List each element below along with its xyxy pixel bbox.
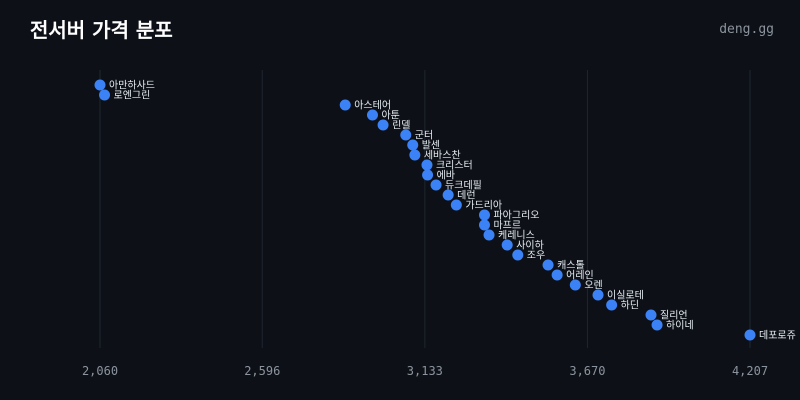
- point-label: 세바스찬: [424, 150, 461, 162]
- point-label: 어레인: [566, 270, 594, 282]
- point-label: 아만하사드: [109, 79, 155, 92]
- point-label: 군터: [415, 130, 433, 142]
- point-label: 캐스톨: [557, 260, 585, 272]
- data-point[interactable]: [592, 289, 604, 301]
- data-point[interactable]: [512, 249, 524, 261]
- data-point[interactable]: [551, 269, 563, 281]
- point-label: 에바: [437, 170, 455, 182]
- data-point[interactable]: [450, 199, 462, 211]
- x-tick-label: 4,207: [732, 364, 768, 378]
- point-labels: 아만하사드로엔그린아스테어아툰린델군터발센세바스찬크리스터에바듀크데필데런가드리…: [109, 79, 796, 342]
- point-label: 질리언: [660, 310, 688, 322]
- data-point[interactable]: [377, 119, 389, 131]
- data-point[interactable]: [407, 139, 419, 151]
- data-point[interactable]: [542, 259, 554, 271]
- data-point[interactable]: [421, 159, 433, 171]
- grid-lines: [99, 70, 751, 348]
- x-tick-label: 3,670: [569, 364, 605, 378]
- data-point[interactable]: [645, 309, 657, 321]
- data-point[interactable]: [409, 149, 421, 161]
- point-label: 린델: [392, 120, 410, 132]
- data-point[interactable]: [366, 109, 378, 121]
- data-point[interactable]: [94, 79, 106, 91]
- point-label: 사이하: [516, 239, 544, 252]
- point-label: 하이네: [666, 319, 694, 332]
- data-point[interactable]: [483, 229, 495, 241]
- data-point[interactable]: [651, 319, 663, 331]
- x-tick-label: 2,060: [82, 364, 118, 378]
- data-point[interactable]: [501, 239, 513, 251]
- point-label: 오렌: [584, 280, 602, 292]
- data-points: [94, 79, 756, 341]
- data-point[interactable]: [606, 299, 618, 311]
- x-tick-label: 2,596: [244, 364, 280, 378]
- data-point[interactable]: [339, 99, 351, 111]
- point-label: 하딘: [621, 299, 639, 312]
- point-label: 데런: [457, 190, 475, 202]
- chart-title: 전서버 가격 분포: [30, 18, 173, 42]
- point-label: 조우: [527, 250, 545, 262]
- point-label: 이실로테: [607, 290, 644, 302]
- point-label: 발센: [422, 140, 440, 152]
- x-axis-ticks: 2,060 2,596 3,133 3,670 4,207: [82, 364, 768, 378]
- data-point[interactable]: [99, 89, 111, 101]
- x-tick-label: 3,133: [407, 364, 443, 378]
- point-label: 로엔그린: [114, 90, 151, 102]
- data-point[interactable]: [442, 189, 454, 201]
- data-point[interactable]: [478, 209, 490, 221]
- data-point[interactable]: [478, 219, 490, 231]
- point-label: 아툰: [381, 110, 399, 122]
- point-label: 크리스터: [436, 160, 473, 172]
- point-label: 아스테어: [354, 100, 391, 112]
- data-point[interactable]: [430, 179, 442, 191]
- point-label: 마프르: [493, 220, 521, 232]
- data-point[interactable]: [744, 329, 756, 341]
- point-label: 파아그리오: [493, 210, 539, 222]
- data-point[interactable]: [569, 279, 581, 291]
- point-label: 듀크데필: [445, 180, 482, 192]
- point-label: 가드리아: [465, 200, 502, 212]
- point-label: 데포로쥬: [759, 330, 796, 342]
- brand-label[interactable]: deng.gg: [719, 22, 774, 37]
- point-label: 케레니스: [498, 230, 535, 242]
- data-point[interactable]: [400, 129, 412, 141]
- data-point[interactable]: [422, 169, 434, 181]
